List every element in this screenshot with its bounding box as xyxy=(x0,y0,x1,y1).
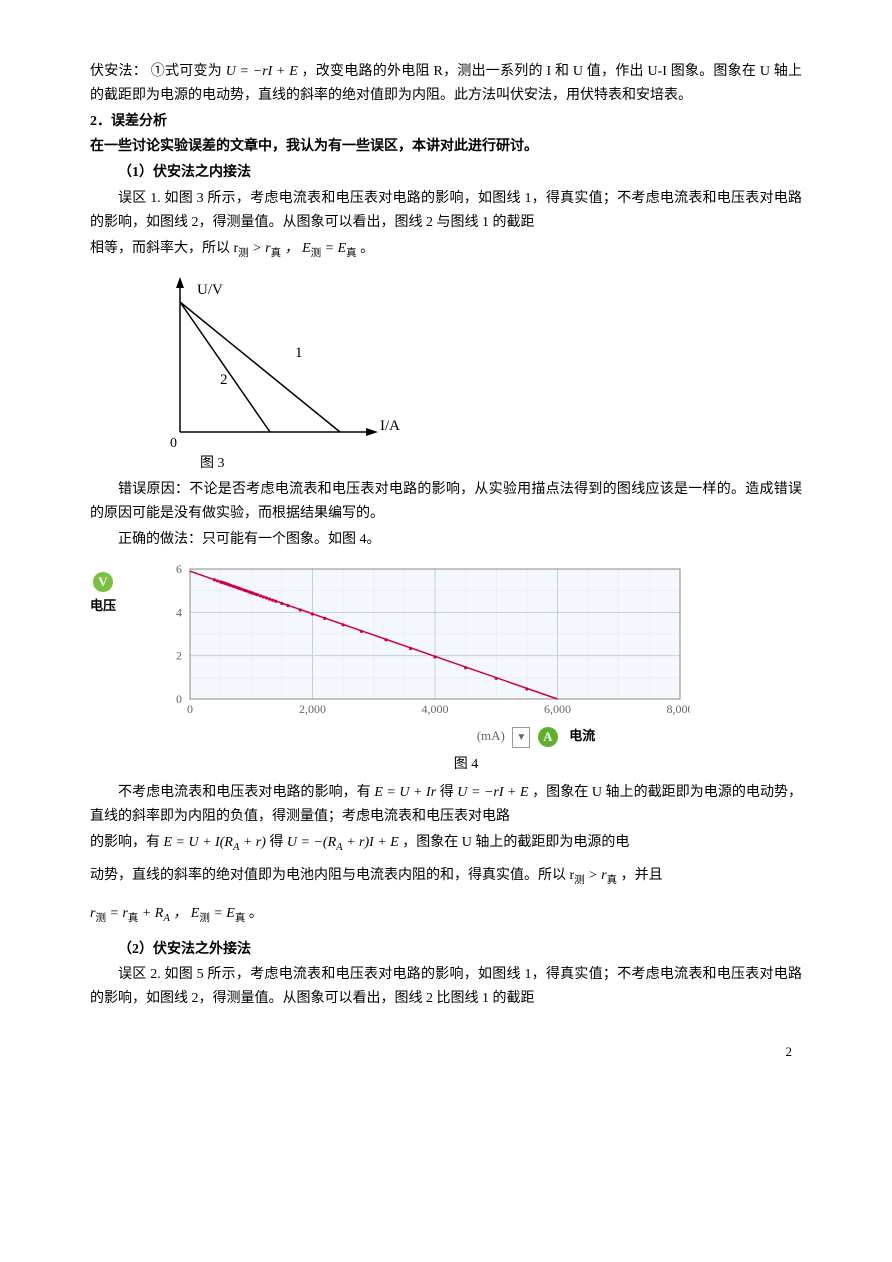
figure-4-caption: 图 4 xyxy=(130,753,802,777)
unit-dropdown[interactable]: ▼ xyxy=(512,727,530,748)
section-1-para-7: 动势，直线的斜率的绝对值即为电池内阻与电流表内阻的和，得真实值。所以 r测 > … xyxy=(90,864,802,890)
section-1-para-4: 正确的做法：只可能有一个图象。如图 4。 xyxy=(90,528,802,552)
svg-text:6: 6 xyxy=(176,562,182,576)
svg-text:4,000: 4,000 xyxy=(422,702,449,716)
section-1-para-8: r测 = r真 + RA ， E测 = E真 。 xyxy=(90,902,802,928)
figure-3-caption: 图 3 xyxy=(200,452,802,476)
section-1-title: （1）伏安法之内接法 xyxy=(90,161,802,185)
section-1-para-5: 不考虑电流表和电压表对电路的影响，有 E = U + Ir 得 U = −rI … xyxy=(90,781,802,829)
paragraph-1: 伏安法： ①式可变为 U = −rI + E ，改变电路的外电阻 R，测出一系列… xyxy=(90,60,802,108)
current-label: 电流 xyxy=(569,728,595,743)
figure-3: U/V I/A 0 1 2 xyxy=(140,272,802,452)
fig3-line2-label: 2 xyxy=(220,372,228,388)
svg-text:0: 0 xyxy=(187,702,193,716)
heading-error-analysis: 2．误差分析 xyxy=(90,110,802,134)
fig3-xlabel: I/A xyxy=(380,418,400,434)
svg-text:6,000: 6,000 xyxy=(544,702,571,716)
voltmeter-icon: V xyxy=(93,572,113,592)
fig3-line1-label: 1 xyxy=(295,345,303,361)
unit-label: (mA) xyxy=(477,728,505,743)
voltage-label: 电压 xyxy=(90,598,116,613)
current-axis-controls: (mA) ▼ A 电流 xyxy=(150,725,802,749)
section-2-para-1: 误区 2. 如图 5 所示，考虑电流表和电压表对电路的影响，如图线 1，得真实值… xyxy=(90,963,802,1011)
svg-text:4: 4 xyxy=(176,606,182,620)
page-number: 2 xyxy=(90,1041,802,1063)
fig3-origin: 0 xyxy=(170,436,177,451)
section-1-para-2: 相等，而斜率大，所以 r测 > r真 ， E测 = E真 。 xyxy=(90,237,802,263)
section-1-para-3: 错误原因：不论是否考虑电流表和电压表对电路的影响，从实验用描点法得到的图线应该是… xyxy=(90,478,802,526)
section-2-title: （2）伏安法之外接法 xyxy=(90,938,802,962)
figure-4-svg: 0 2 4 6 0 2,000 4,000 6,000 8,000 xyxy=(150,561,690,721)
svg-text:2,000: 2,000 xyxy=(299,702,326,716)
svg-text:8,000: 8,000 xyxy=(667,702,691,716)
svg-text:2: 2 xyxy=(176,649,182,663)
figure-4: V 电压 024602,0004,0006,0008,000 (mA) ▼ A … xyxy=(150,561,802,749)
ammeter-icon: A xyxy=(538,727,558,747)
fig3-ylabel: U/V xyxy=(197,282,223,298)
section-1-para-1: 误区 1. 如图 3 所示，考虑电流表和电压表对电路的影响，如图线 1，得真实值… xyxy=(90,187,802,235)
section-1-para-6: 的影响，有 E = U + I(RA + r) 得 U = −(RA + r)I… xyxy=(90,831,802,857)
heading-error-intro: 在一些讨论实验误差的文章中，我认为有一些误区，本讲对此进行研讨。 xyxy=(90,135,802,159)
figure-3-svg: U/V I/A 0 1 2 xyxy=(140,272,400,452)
svg-text:0: 0 xyxy=(176,692,182,706)
